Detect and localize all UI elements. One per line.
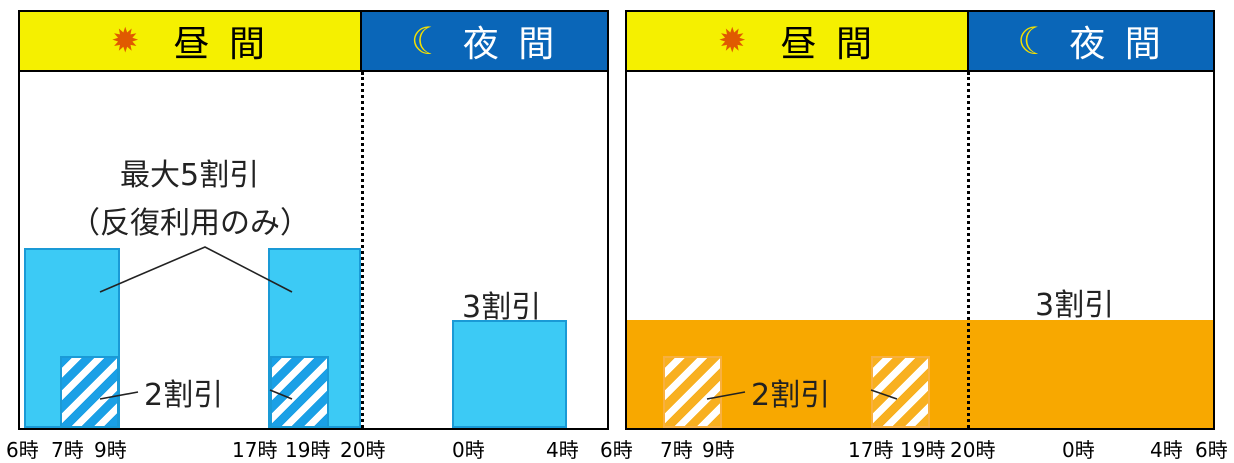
morning-hatched-2-discount — [663, 356, 722, 428]
crescent-moon-icon: ☾ — [410, 19, 449, 63]
day-header: ✹ 昼 間 — [627, 12, 969, 72]
day-night-divider — [361, 72, 364, 428]
right-panel: ✹ 昼 間 ☾ 夜 間 2割引 3割引 — [625, 10, 1215, 430]
callout-lines — [706, 389, 898, 400]
left-panel: ✹ 昼 間 ☾ 夜 間 最大5割引 （反復利用のみ） 2割引 3割引 — [18, 10, 609, 430]
callout-line-2-right — [870, 389, 898, 400]
time-label-17: 17時 — [232, 438, 278, 462]
callout-line-2-right — [269, 389, 293, 400]
time-label-0: 0時 — [452, 438, 485, 462]
callout-lines — [99, 246, 293, 400]
time-label-7: 7時 — [51, 438, 84, 462]
callout-line-2-left — [99, 391, 139, 400]
time-label-20: 20時 — [340, 438, 386, 462]
night-label: 夜 間 — [462, 24, 559, 65]
three-discount-label: 3割引 — [1035, 288, 1115, 323]
time-label-6: 6時 — [6, 438, 39, 462]
time-label-4: 4時 — [546, 438, 579, 462]
time-label-9: 9時 — [702, 438, 735, 462]
time-label-20: 20時 — [950, 438, 996, 462]
day-label: 昼 間 — [173, 24, 269, 65]
night-discount-bar — [452, 320, 567, 428]
callout-line-max — [99, 246, 293, 293]
night-header: ☾ 夜 間 — [362, 12, 607, 72]
time-label-17: 17時 — [848, 438, 894, 462]
time-label-4: 4時 — [1150, 438, 1183, 462]
morning-hatched-2-discount — [60, 356, 119, 428]
time-label-9: 9時 — [94, 438, 127, 462]
evening-hatched-2-discount — [871, 356, 930, 428]
three-discount-label: 3割引 — [462, 290, 542, 325]
night-label: 夜 間 — [1069, 24, 1165, 65]
two-discount-label: 2割引 — [144, 378, 224, 413]
time-label-19: 19時 — [285, 438, 331, 462]
day-label: 昼 間 — [780, 24, 876, 65]
evening-hatched-2-discount — [270, 356, 329, 428]
two-discount-label: 2割引 — [751, 378, 831, 413]
time-label-19: 19時 — [900, 438, 946, 462]
sun-icon: ✹ — [718, 21, 751, 61]
sun-icon: ✹ — [111, 21, 144, 61]
callout-repeat-only: （反復利用のみ） — [70, 206, 310, 241]
time-label-6-boundary: 6時 — [600, 438, 633, 462]
time-label-6-end: 6時 — [1195, 438, 1228, 462]
crescent-moon-icon: ☾ — [1017, 19, 1056, 63]
night-header: ☾ 夜 間 — [969, 12, 1213, 72]
callout-line-2-left — [706, 391, 746, 400]
day-header: ✹ 昼 間 — [20, 12, 362, 72]
day-night-divider — [967, 72, 970, 428]
time-label-7: 7時 — [660, 438, 693, 462]
callout-max-discount: 最大5割引 — [120, 158, 260, 193]
time-label-0: 0時 — [1062, 438, 1095, 462]
